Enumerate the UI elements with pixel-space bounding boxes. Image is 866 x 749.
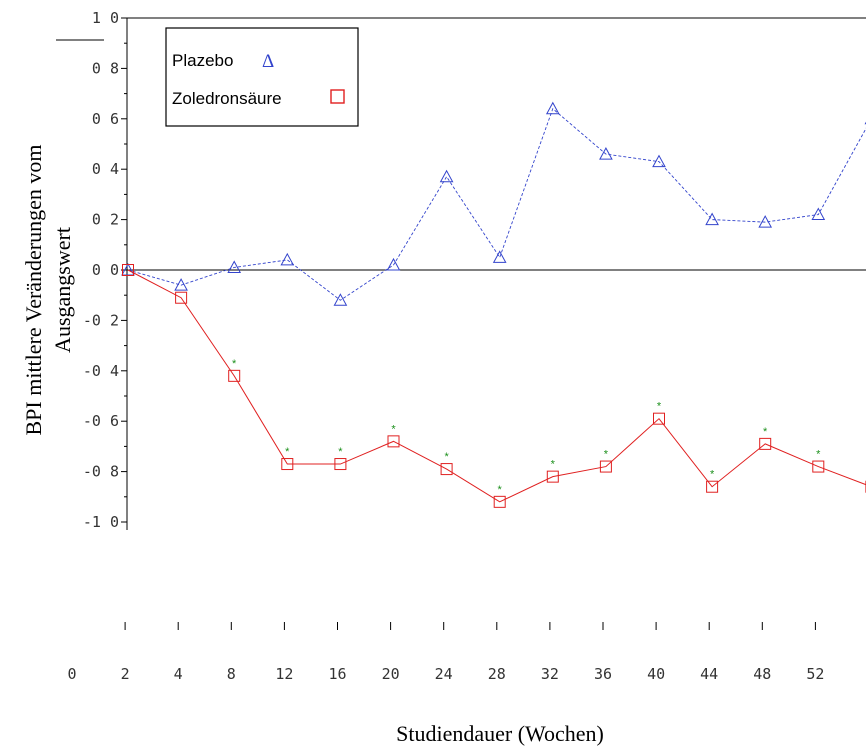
data-point-triangle	[758, 215, 773, 228]
y-tick-label: 0 2	[92, 211, 119, 229]
significance-marker: *	[285, 446, 290, 458]
legend: Plazebo Zoledronsäure Δ	[165, 27, 359, 127]
x-tick-label: 48	[753, 665, 771, 683]
legend-symbol-square	[330, 89, 345, 104]
data-point-square	[281, 458, 294, 471]
significance-marker: *	[338, 446, 343, 458]
data-point-triangle	[439, 169, 454, 183]
data-point-triangle	[280, 252, 295, 266]
y-tick-label: -0 4	[83, 362, 119, 380]
data-point-triangle	[492, 250, 507, 263]
data-point-square	[812, 460, 825, 473]
data-point-square	[599, 460, 612, 473]
data-point-square	[228, 369, 241, 382]
data-point-triangle	[599, 147, 613, 160]
x-tick-label: 44	[700, 665, 718, 683]
data-point-triangle	[545, 101, 560, 115]
x-tick-label: 28	[488, 665, 506, 683]
x-tick-label: 12	[275, 665, 293, 683]
y-tick-label: -0 6	[83, 412, 119, 430]
data-point-square	[122, 264, 134, 276]
x-tick-label: 0	[67, 665, 76, 683]
data-point-square	[759, 437, 772, 450]
data-point-triangle	[811, 207, 826, 221]
significance-marker: *	[657, 401, 662, 413]
data-point-triangle	[174, 278, 188, 291]
x-tick-label: 32	[541, 665, 559, 683]
significance-marker: *	[816, 449, 821, 461]
data-point-square	[493, 495, 506, 508]
series-plazebo	[121, 101, 866, 306]
significance-marker: *	[444, 451, 449, 463]
legend-box	[165, 27, 359, 127]
x-tick-label: 4	[174, 665, 183, 683]
significance-marker: *	[763, 426, 768, 438]
x-tick-label: 20	[382, 665, 400, 683]
y-tick-label: 0 4	[92, 160, 119, 178]
x-tick-label: 8	[227, 665, 236, 683]
x-tick-label: 2	[121, 665, 130, 683]
data-point-square	[334, 458, 347, 471]
data-point-triangle	[227, 260, 242, 273]
legend-symbol-triangle: Δ	[262, 51, 274, 72]
x-tick-label: 24	[435, 665, 453, 683]
y-axis: 1 0 0 8 0 6 0 4 0 2 0 0 -0 2 -0 4 -0 6 -0 8 -1 0	[83, 9, 127, 531]
significance-marker: *	[391, 423, 396, 435]
y-tick-label: 0 0	[92, 261, 119, 279]
y-tick-label: 1 0	[92, 9, 119, 27]
x-axis-title: Studiendauer (Wochen)	[396, 721, 604, 746]
plot-frame	[56, 17, 866, 530]
significance-marker: *	[232, 358, 237, 370]
legend-label-zoledron: Zoledronsäure	[172, 89, 282, 108]
significance-marker: *	[551, 459, 556, 471]
y-tick-label: -0 8	[83, 463, 119, 481]
data-point-square	[546, 470, 559, 483]
data-point-square	[653, 412, 665, 425]
data-point-square	[706, 480, 719, 493]
x-tick-label: 16	[328, 665, 346, 683]
series-line	[127, 107, 866, 301]
data-point-triangle	[705, 212, 719, 226]
data-point-square	[387, 435, 400, 448]
x-tick-label: 36	[594, 665, 612, 683]
x-axis: 0 2 4 8 12 16 20 24 28 32 36 40 44 48 52	[67, 622, 824, 683]
data-point-square	[440, 463, 453, 476]
series-layer: * * * * * * * * * * * *	[121, 101, 866, 508]
significance-marker: *	[498, 484, 503, 496]
y-tick-label: -1 0	[83, 513, 119, 531]
data-point-triangle	[386, 257, 401, 271]
significance-marker: *	[710, 469, 715, 481]
series-zoledronsaeure: * * * * * * * * * * * *	[122, 264, 866, 508]
x-tick-label: 40	[647, 665, 665, 683]
significance-marker: *	[604, 449, 609, 461]
data-point-triangle	[652, 154, 666, 168]
data-point-square	[175, 291, 188, 304]
y-axis-title-line1: BPI mittlere Veränderungen vom	[21, 144, 46, 435]
y-tick-label: 0 6	[92, 110, 119, 128]
y-axis-title-line2: Ausgangswert	[50, 227, 75, 353]
x-tick-label: 52	[806, 665, 824, 683]
data-point-triangle	[333, 293, 348, 306]
legend-label-plazebo: Plazebo	[172, 51, 233, 70]
y-tick-label: 0 8	[92, 59, 119, 77]
y-tick-label: -0 2	[83, 311, 119, 329]
series-line	[127, 269, 866, 503]
